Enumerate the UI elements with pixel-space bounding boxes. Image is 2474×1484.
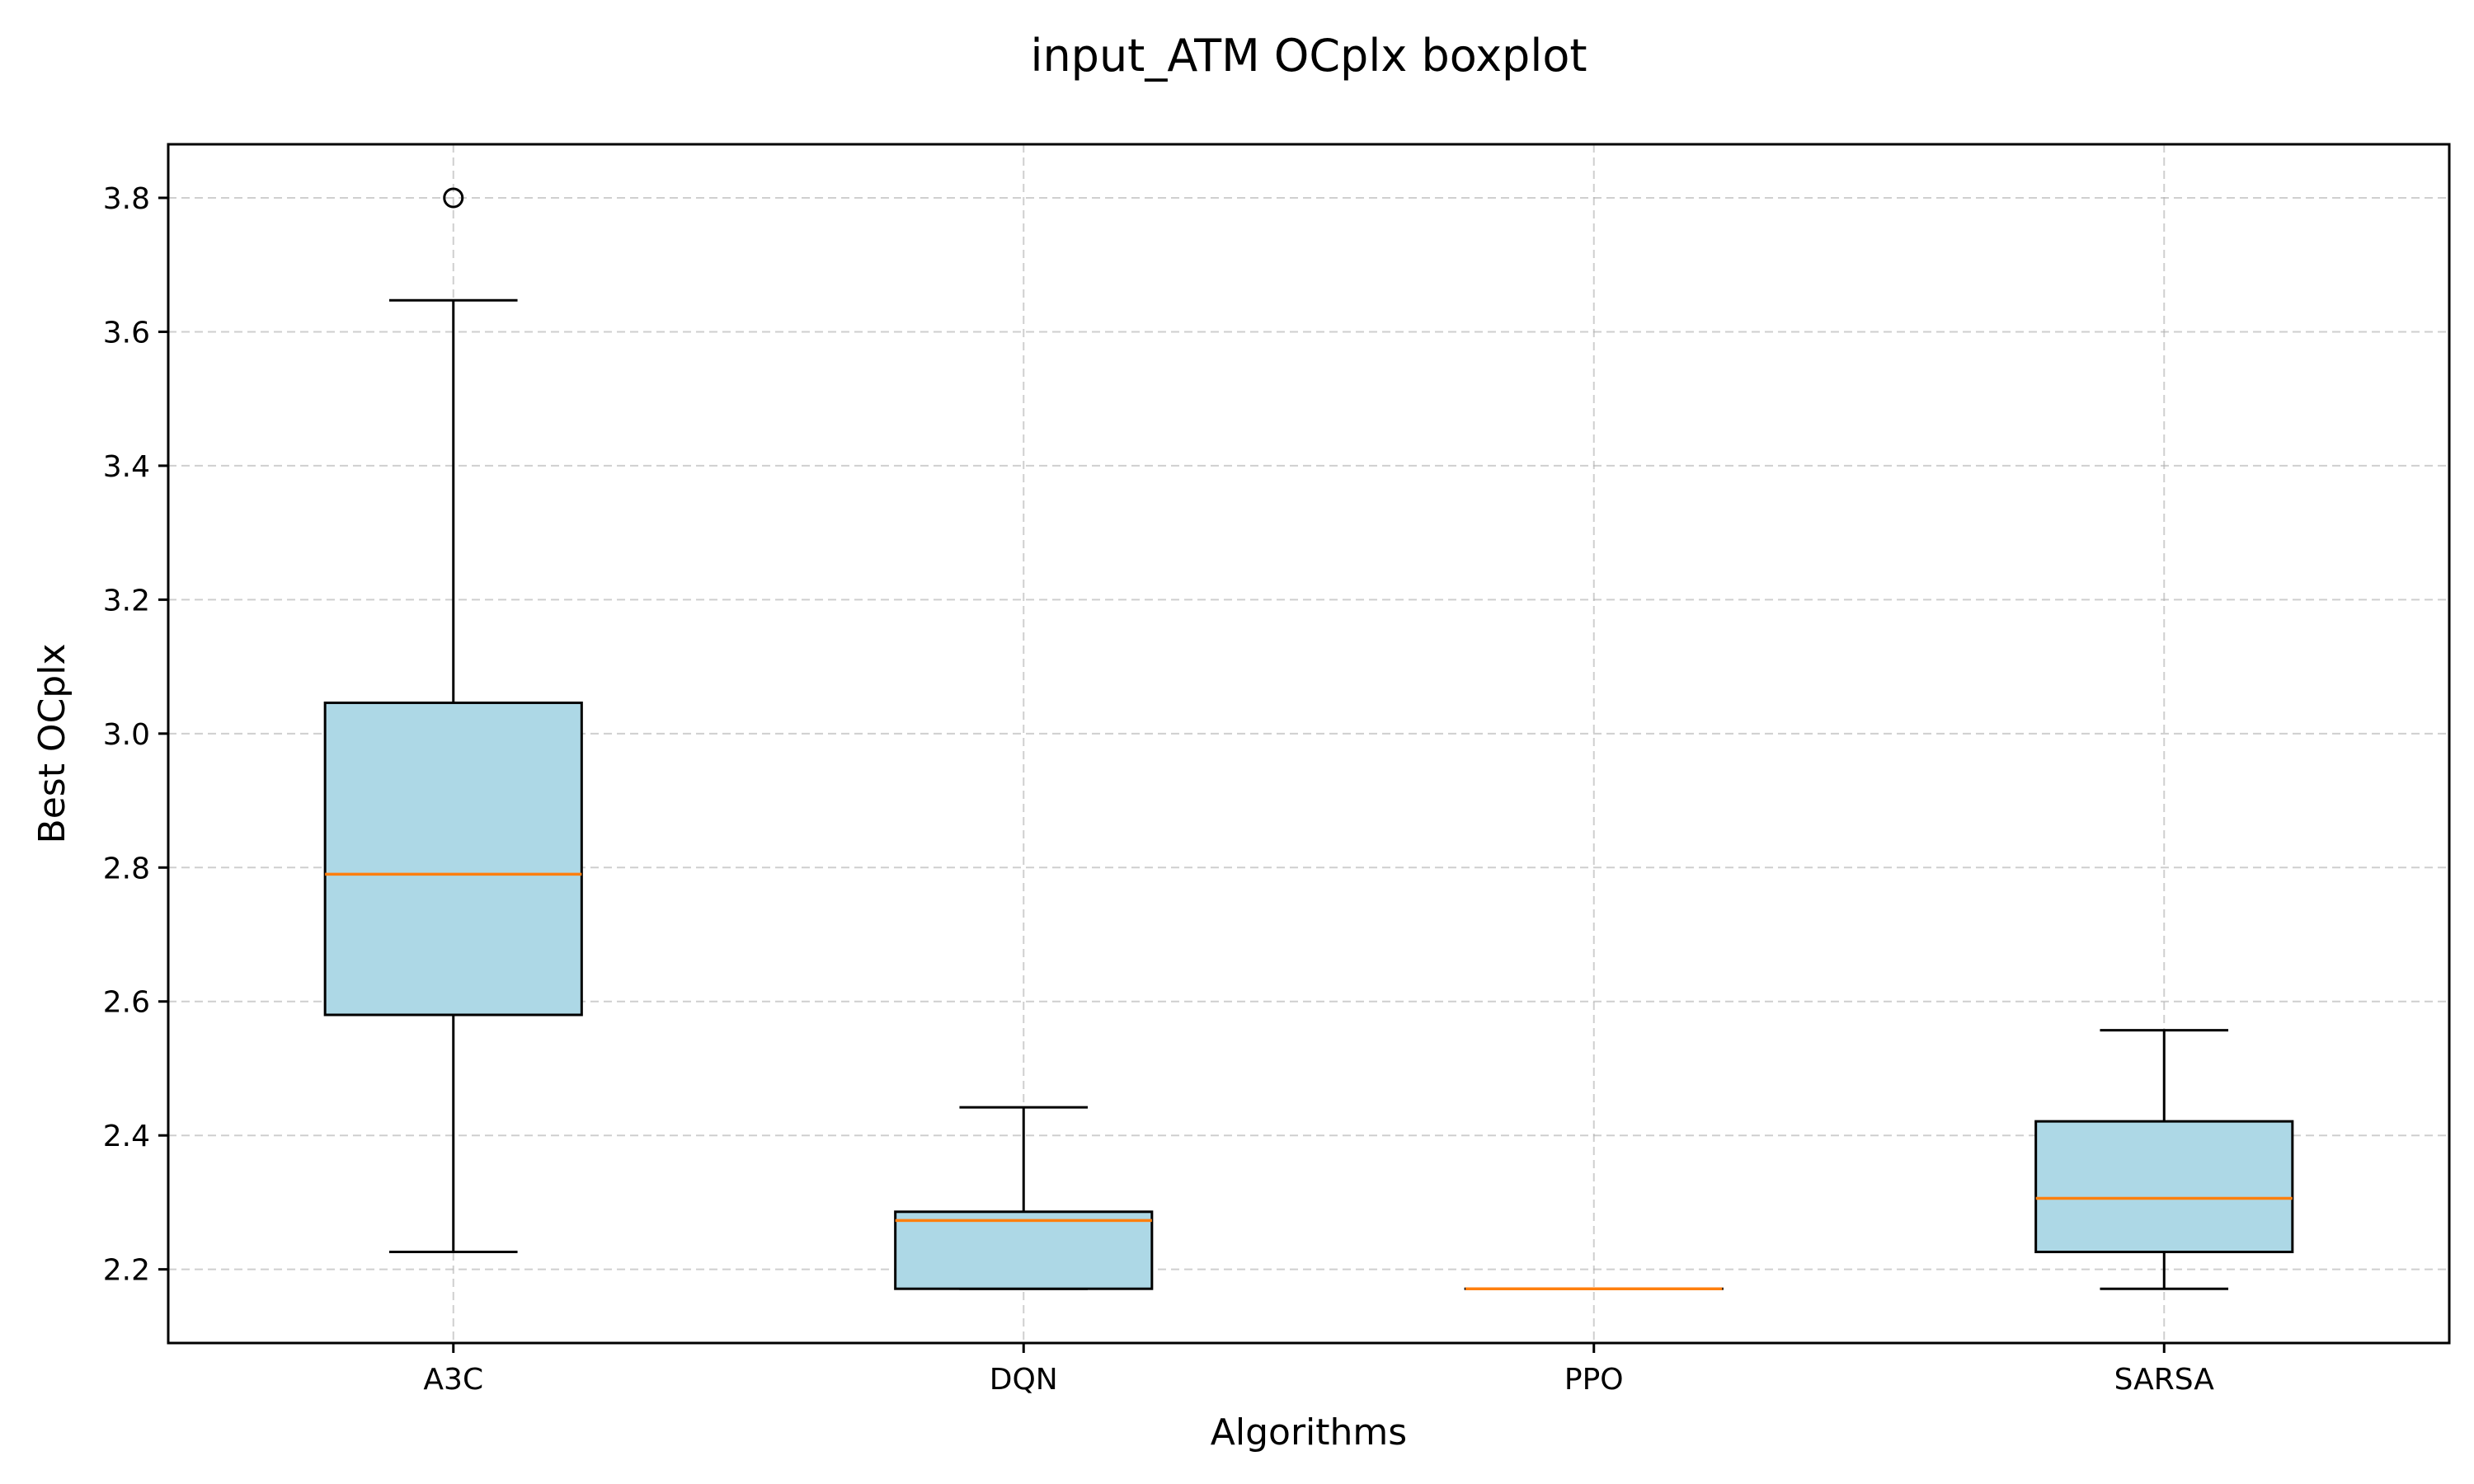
box-group	[894, 1106, 1154, 1290]
y-tick-label: 2.6	[103, 986, 150, 1020]
y-tick-label: 3.8	[103, 182, 150, 216]
iqr-box	[323, 701, 583, 1017]
y-tick-label: 2.2	[103, 1254, 150, 1288]
y-axis-label: Best OCplx	[31, 644, 73, 844]
y-tick-label: 3.4	[103, 450, 150, 484]
x-axis-label: Algorithms	[1211, 1411, 1407, 1453]
y-tick-label: 2.8	[103, 852, 150, 885]
y-tick-label: 3.0	[103, 718, 150, 752]
x-axis-ticks: A3C DQN PPO SARSA	[423, 1343, 2214, 1397]
chart-title: input_ATM OCplx boxplot	[1030, 30, 1587, 82]
box-group	[2034, 1029, 2294, 1290]
plot-frame	[167, 143, 2451, 1345]
x-tick-label: SARSA	[2114, 1363, 2215, 1397]
x-tick-label: A3C	[423, 1363, 483, 1397]
box-group	[323, 187, 583, 1254]
y-tick-label: 3.2	[103, 584, 150, 618]
y-tick-label: 2.4	[103, 1120, 150, 1153]
y-axis-ticks: 2.2 2.4 2.6 2.8 3.0 3.2 3.4 3.6 3.8	[103, 182, 168, 1288]
x-tick-label: DQN	[990, 1363, 1058, 1397]
y-tick-label: 3.6	[103, 316, 150, 350]
iqr-box	[2034, 1120, 2294, 1254]
box-layer	[323, 187, 2294, 1290]
x-tick-label: PPO	[1564, 1363, 1624, 1397]
outlier-point	[443, 187, 464, 209]
iqr-box	[894, 1210, 1154, 1290]
